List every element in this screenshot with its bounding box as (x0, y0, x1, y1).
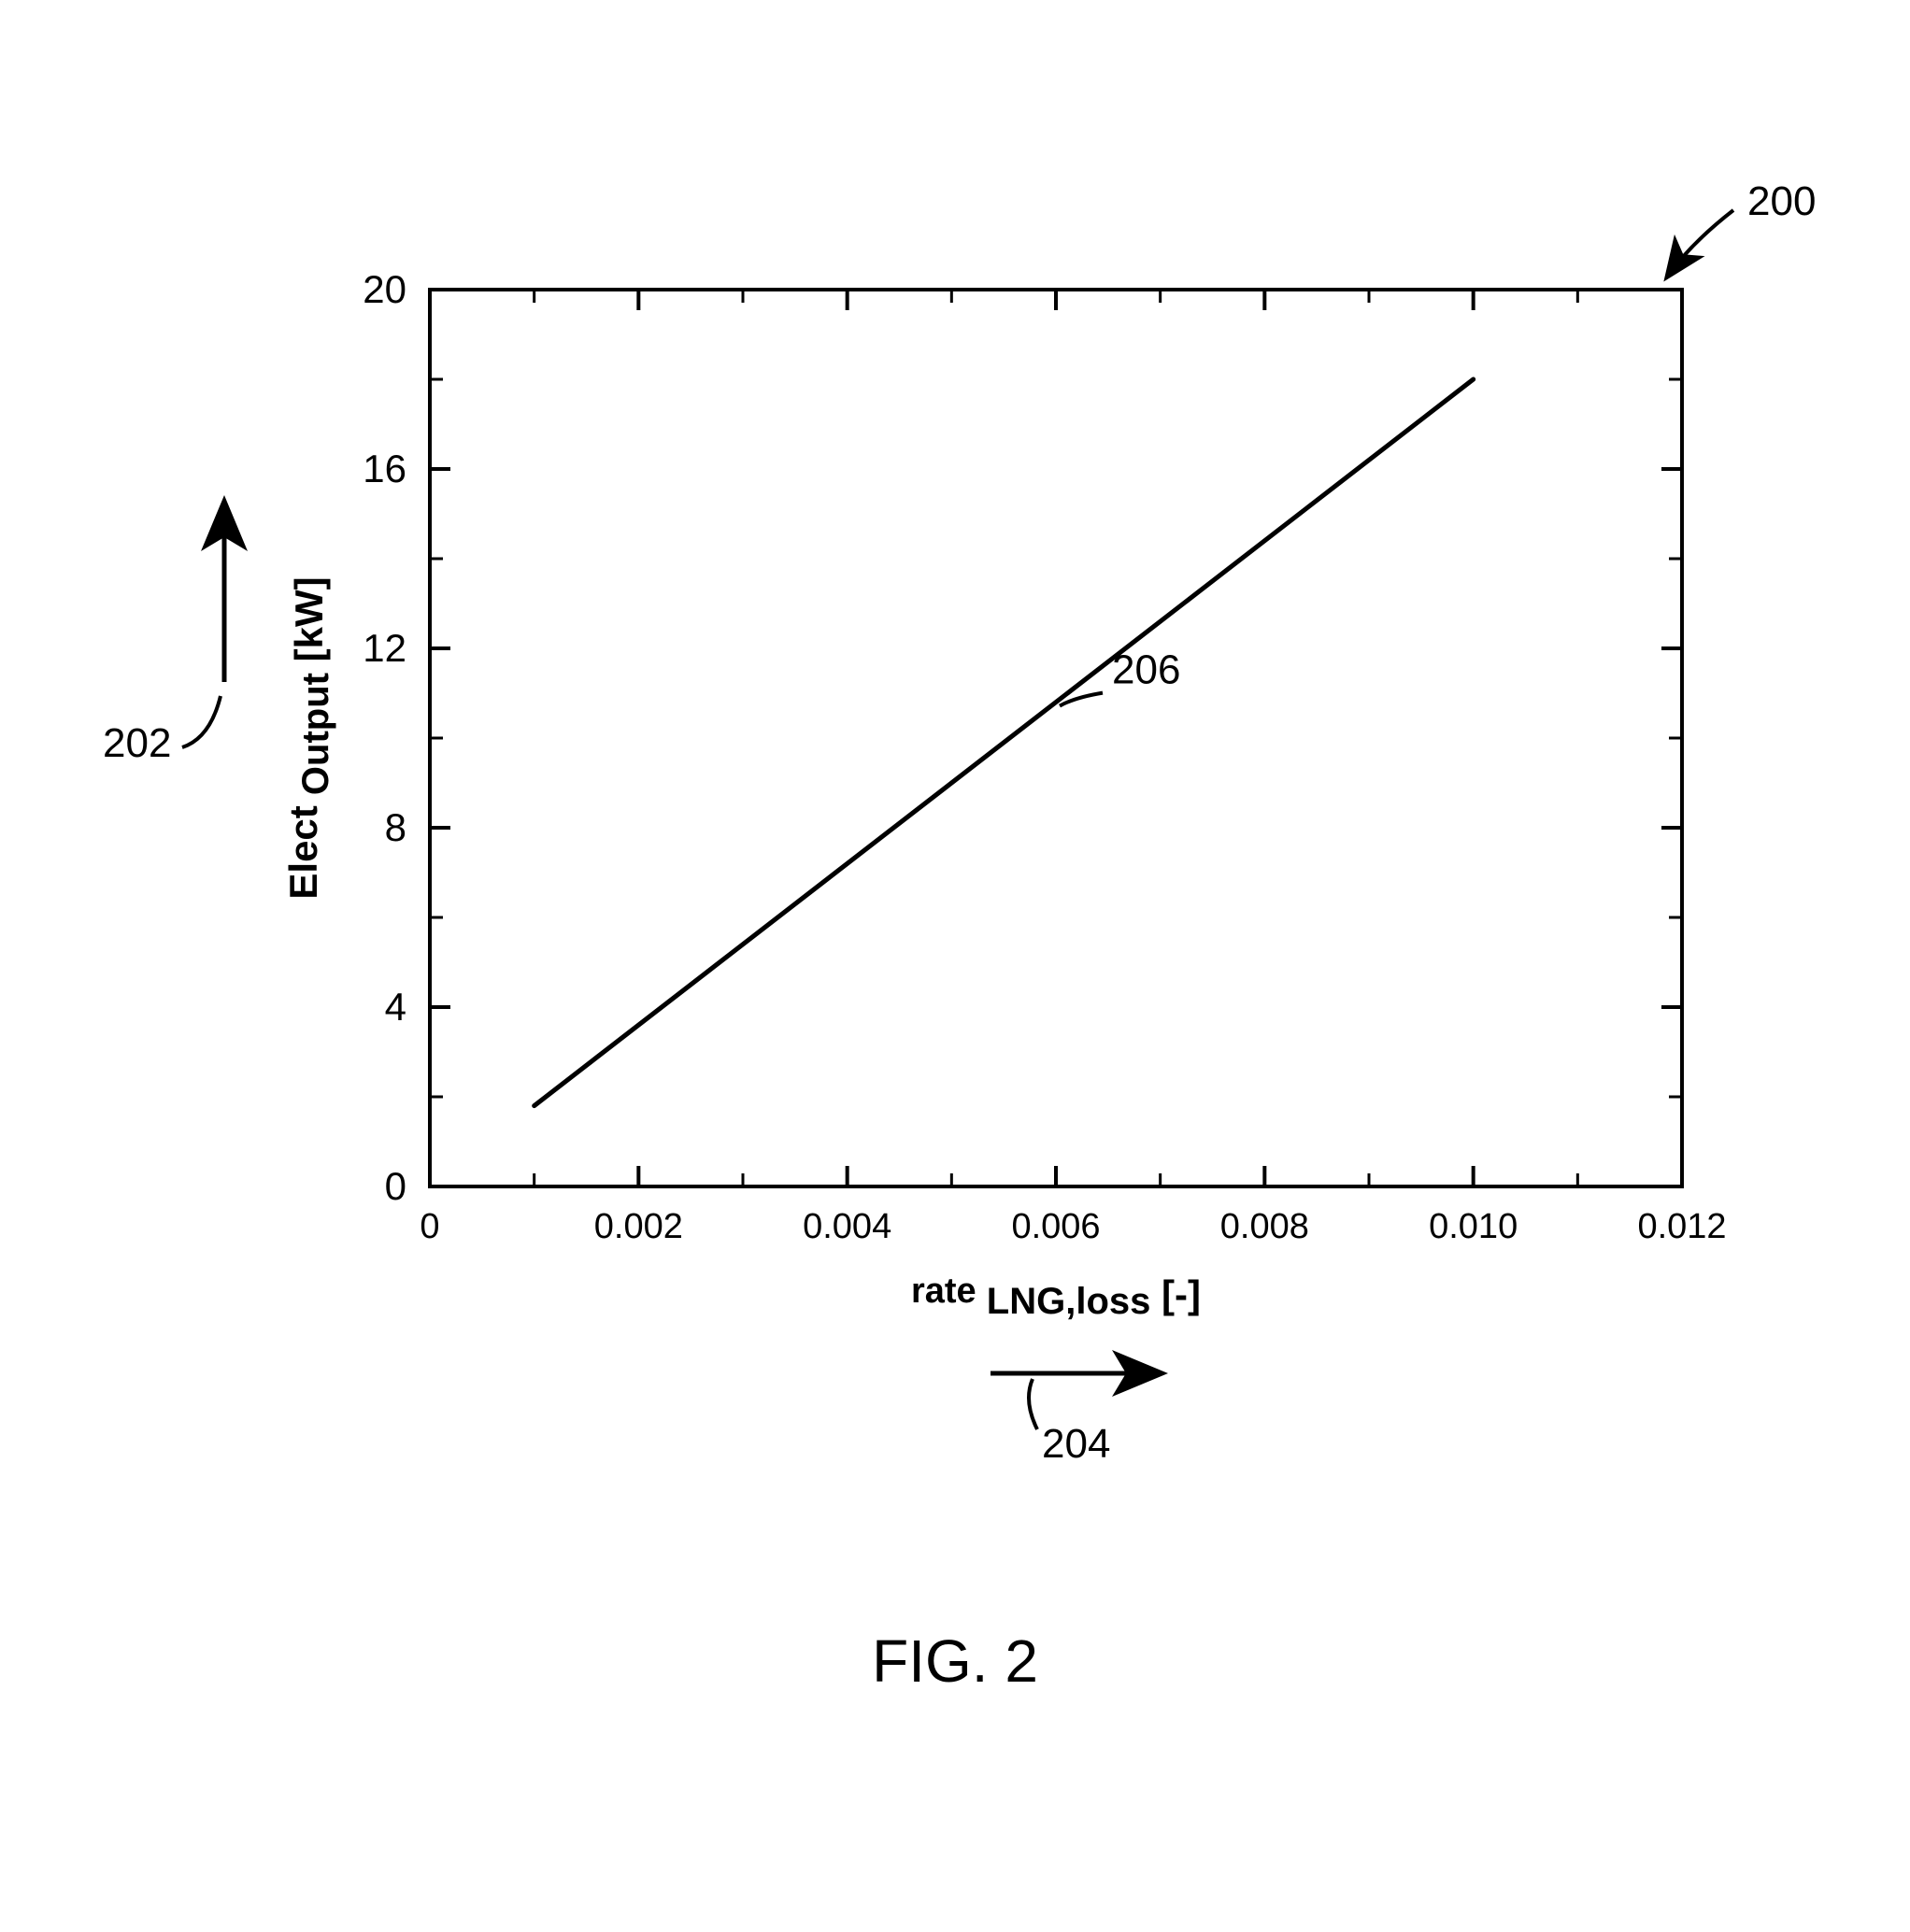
x-tick-label: 0 (420, 1207, 439, 1246)
annotation-206: 206 (1112, 647, 1180, 693)
figure-page: 0 0.002 0.004 0.006 0.008 0.010 0.012 0 4 8 12 16 20… (0, 0, 1910, 1932)
chart-svg: 0 0.002 0.004 0.006 0.008 0.010 0.012 0 4 8 12 16 20… (0, 0, 1910, 1932)
x-tick-label: 0.006 (1011, 1207, 1100, 1246)
x-tick-label: 0.002 (594, 1207, 683, 1246)
x-tick-label: 0.008 (1220, 1207, 1309, 1246)
annotation-202: 202 (103, 720, 171, 766)
y-tick-label: 20 (363, 267, 406, 311)
y-tick-label: 0 (385, 1164, 406, 1208)
x-tick-label: 0.012 (1637, 1207, 1726, 1246)
y-tick-label: 4 (385, 985, 406, 1029)
x-tick-label: 0.004 (803, 1207, 891, 1246)
figure-caption: FIG. 2 (872, 1627, 1038, 1695)
y-tick-label: 12 (363, 626, 406, 670)
annotation-204: 204 (1042, 1421, 1110, 1467)
y-tick-label: 8 (385, 805, 406, 849)
x-tick-label: 0.010 (1429, 1207, 1518, 1246)
y-tick-label: 16 (363, 447, 406, 490)
annotation-200: 200 (1747, 178, 1816, 224)
